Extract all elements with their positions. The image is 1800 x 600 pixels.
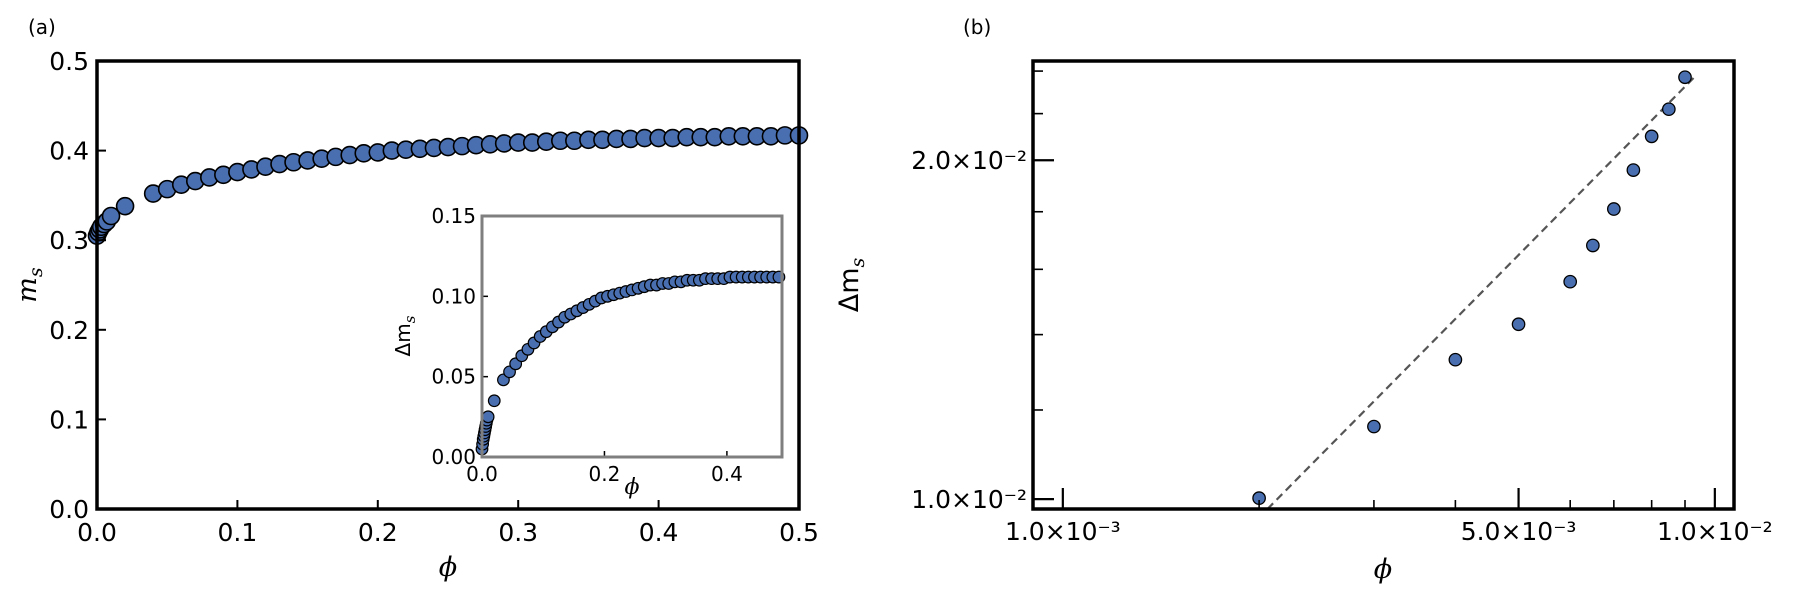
inset-data-point: [481, 410, 495, 424]
panel-b-label: (b): [963, 15, 991, 39]
loglog-x-axis-label: ϕ: [1374, 554, 1392, 585]
inset-data-point: [487, 394, 501, 408]
main-data-markers: [87, 126, 809, 246]
loglog-data-point: [1626, 163, 1641, 177]
main-y-tick-label: 0.2: [49, 316, 89, 345]
main-plot-frame: [95, 59, 801, 511]
panel-a-label: (a): [28, 15, 56, 39]
main-y-axis-label: ms: [12, 267, 47, 303]
loglog-data-point: [1606, 202, 1621, 216]
loglog-y-axis-label-sub: s: [847, 257, 869, 267]
inset-y-tick-label: 0.15: [431, 204, 476, 228]
loglog-y-axis-label-main: Δm: [834, 267, 865, 312]
loglog-data-point: [1586, 238, 1600, 253]
inset-x-tick-label: 0.0: [466, 462, 498, 486]
loglog-data-point: [1563, 274, 1578, 289]
main-y-tick-label: 0.5: [49, 47, 89, 76]
inset-y-axis-label-sub: s: [401, 315, 419, 323]
inset-y-axis-label: Δms: [391, 315, 419, 356]
main-x-tick-label: 0.2: [358, 518, 398, 547]
inset-y-tick-label: 0.00: [431, 445, 476, 469]
loglog-data-point: [1644, 129, 1659, 144]
main-y-tick-label: 0.1: [49, 405, 89, 434]
inset-y-tick-label: 0.05: [431, 365, 476, 389]
loglog-data-markers: [1252, 70, 1696, 510]
main-y-tick-label: 0.0: [49, 495, 89, 524]
inset-plot-frame: [480, 214, 784, 459]
inset-axis-ticks: 0.0 0.2 0.4 0.00 0.05 0.10 0.15: [431, 204, 742, 486]
main-plot: 0.0 0.1 0.2 0.3 0.4 0.5 0.0 0.1 0.2 0.3 0.4 0.5: [49, 47, 819, 547]
loglog-data-point: [1367, 419, 1381, 434]
loglog-plot-frame: [1031, 59, 1736, 511]
loglog-x-tick-label: 1.0×10⁻³: [1005, 517, 1121, 546]
loglog-data-point: [1678, 70, 1692, 85]
main-x-tick-label: 0.5: [779, 518, 819, 547]
main-x-axis-label: ϕ: [439, 552, 457, 583]
main-y-axis-label-main: m: [12, 277, 43, 303]
inset-x-tick-label: 0.4: [711, 462, 743, 486]
main-y-axis-label-sub: s: [25, 267, 47, 277]
main-x-tick-label: 0.0: [77, 518, 117, 547]
loglog-y-tick-label: 1.0×10⁻²: [911, 485, 1027, 514]
main-x-tick-label: 0.1: [218, 518, 258, 547]
main-data-point: [101, 206, 121, 226]
loglog-x-tick-label: 5.0×10⁻³: [1461, 517, 1577, 546]
loglog-y-tick-label: 2.0×10⁻²: [911, 146, 1027, 175]
inset-background: [482, 216, 782, 457]
loglog-x-tick-label: 1.0×10⁻²: [1657, 517, 1773, 546]
inset-y-tick-label: 0.10: [431, 284, 476, 308]
inset-x-tick-label: 0.2: [589, 462, 621, 486]
loglog-axis-ticks: 1.0×10⁻³ 5.0×10⁻³ 1.0×10⁻² 1.0×10⁻² 2.0×10⁻²: [911, 70, 1773, 546]
loglog-data-point: [1661, 102, 1676, 117]
inset-plot: 0.0 0.2 0.4 0.00 0.05 0.10 0.15: [431, 204, 786, 486]
inset-x-axis-label: ϕ: [625, 475, 640, 500]
main-x-tick-label: 0.3: [498, 518, 538, 547]
loglog-y-axis-label: Δms: [834, 257, 869, 312]
inset-y-axis-label-main: Δm: [391, 323, 415, 356]
loglog-data-point: [1448, 352, 1463, 367]
loglog-data-point: [1511, 317, 1526, 332]
main-y-tick-label: 0.4: [49, 137, 89, 166]
loglog-fit-line: [1266, 76, 1696, 510]
main-axis-ticks: 0.0 0.1 0.2 0.3 0.4 0.5 0.0 0.1 0.2 0.3 0.4 0.5: [49, 47, 819, 547]
loglog-plot: 1.0×10⁻³ 5.0×10⁻³ 1.0×10⁻² 1.0×10⁻² 2.0×10⁻²: [911, 59, 1773, 546]
main-y-tick-label: 0.3: [49, 226, 89, 255]
main-x-tick-label: 0.4: [639, 518, 679, 547]
main-data-point: [115, 196, 135, 216]
